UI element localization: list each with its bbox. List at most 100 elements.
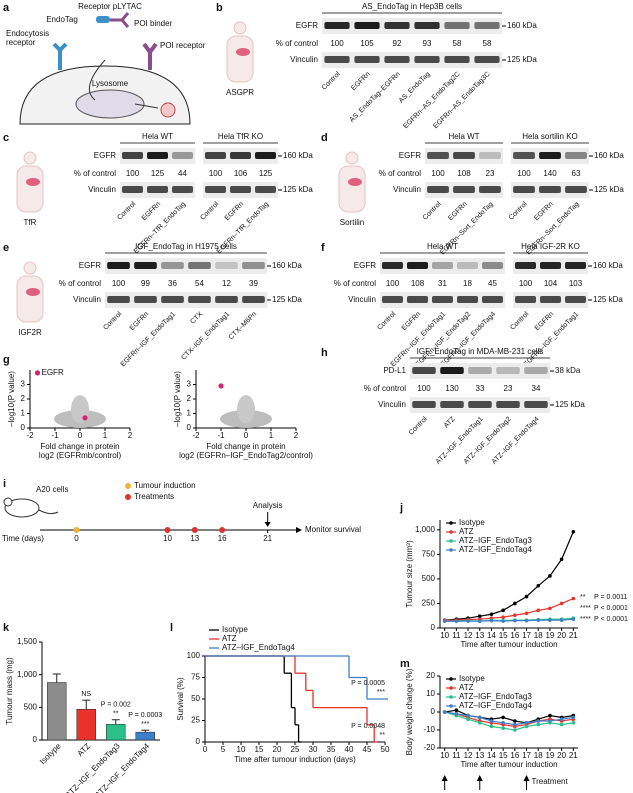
y-axis-label: Tumour size (mm³)	[405, 540, 414, 608]
loading-band	[453, 186, 475, 193]
series-point	[501, 615, 505, 619]
mouse-body	[4, 498, 40, 518]
x-tick-label: 18	[534, 631, 543, 640]
lane-label: EGFRn	[141, 201, 163, 223]
x-tick-label: 16	[510, 751, 519, 760]
panel-label: g	[3, 354, 10, 366]
y-tick-label: -20	[423, 743, 435, 752]
y-tick-label: 1,000	[17, 670, 38, 679]
legend-label: ATZ–IGF_EndoTag4	[459, 701, 532, 710]
legend-label: Tumour induction	[134, 481, 196, 490]
loading-band	[384, 56, 410, 63]
loading-band	[412, 401, 436, 408]
x-tick-label: 0	[78, 431, 83, 440]
tick-label: 0	[74, 534, 79, 543]
series-point	[513, 618, 517, 623]
organ-label: TfR	[24, 218, 37, 227]
x-tick-label: 21	[569, 631, 578, 640]
loading-band	[444, 56, 470, 63]
series-point	[548, 606, 552, 611]
loading-band	[427, 186, 449, 193]
category-label: ATZ	[76, 741, 93, 758]
legend-label: ATZ	[459, 527, 474, 536]
percent-label: 100	[209, 169, 223, 178]
band	[412, 367, 436, 374]
y-tick-label: -10	[423, 725, 435, 734]
stat-stars: ****	[580, 616, 591, 623]
percent-label: 12	[222, 279, 231, 288]
diagram-label: Endocytosis	[6, 29, 49, 38]
series-point	[501, 721, 505, 725]
axis-label: Time (days)	[2, 534, 44, 543]
series-point	[524, 618, 529, 623]
band	[107, 262, 130, 269]
percent-label: 54	[195, 279, 204, 288]
loading-band	[513, 186, 535, 193]
y-tick-label: 25	[191, 716, 200, 725]
lane-label: EGFRn–AS_EndoTag2C	[402, 71, 461, 130]
x-tick-label: 17	[522, 751, 531, 760]
legend-marker	[449, 704, 453, 708]
panel-label: m	[400, 658, 410, 670]
row-label: % of control	[379, 169, 421, 178]
x-axis-label: Time after tumour induction	[460, 640, 557, 649]
pathway-diagram	[19, 12, 191, 125]
kda-label: 125 kDa	[555, 400, 585, 409]
percent-label: 58	[453, 39, 462, 48]
x-tick-label: 14	[487, 751, 496, 760]
panel-label: k	[3, 622, 10, 634]
band	[539, 152, 561, 159]
series-point	[571, 596, 576, 601]
series-point	[501, 608, 505, 613]
row-label: EGFR	[354, 261, 376, 270]
group-title: Hela WT	[427, 242, 458, 251]
lane-label: Control	[199, 200, 220, 221]
row-label: Vinculin	[290, 55, 318, 64]
percent-label: 108	[457, 169, 471, 178]
analysis-label: Analysis	[253, 501, 283, 510]
percent-label: 100	[417, 384, 431, 393]
diagram-title: Receptor pLYTAC	[78, 2, 142, 11]
series-point	[489, 612, 494, 617]
loading-band	[479, 186, 501, 193]
y-tick-label: 2	[187, 394, 192, 403]
body-head	[23, 261, 37, 275]
arrow-head	[441, 775, 448, 781]
lane-label: CTX–M6Pn	[228, 311, 259, 342]
legend-marker	[449, 695, 453, 699]
y-tick-label: 20	[426, 671, 435, 680]
lane-label: EGFRn	[533, 201, 555, 223]
group-title: IGF_EndoTag in MDA-MB-231 cells	[417, 347, 544, 356]
y-tick-label: 50	[191, 694, 200, 703]
series-point	[536, 583, 541, 588]
series-point	[513, 601, 517, 606]
x-tick-label: -1	[217, 431, 225, 440]
lane-label: EGFRn–AS_EndoTag3C	[432, 71, 491, 130]
annotation: P = 0.002	[101, 702, 131, 709]
lane-label: Control	[509, 310, 530, 331]
body-torso	[338, 165, 366, 213]
loading-band	[188, 296, 211, 303]
row-label: Vinculin	[73, 295, 101, 304]
y-tick-label: 500	[422, 574, 436, 583]
percent-label: 130	[445, 384, 459, 393]
loading-band	[407, 296, 428, 303]
mouse-tail	[38, 509, 59, 515]
band	[188, 262, 211, 269]
panel-label: l	[170, 622, 173, 634]
group-title: IGF_EndoTag in H1975 cells	[135, 242, 237, 251]
series-point	[513, 722, 517, 727]
series-point	[524, 724, 529, 729]
percent-label: 44	[178, 169, 187, 178]
loading-band	[107, 296, 130, 303]
x-tick-label: 18	[534, 751, 543, 760]
lane-label: ATZ–IGF_EndoTag1	[435, 416, 485, 466]
x-tick-label: 12	[464, 751, 473, 760]
loading-band	[457, 296, 478, 303]
percent-label: 23	[486, 169, 495, 178]
kda-label: 160 kDa	[272, 261, 302, 270]
band	[414, 22, 440, 29]
kda-label: 125 kDa	[283, 185, 313, 194]
band	[407, 262, 428, 269]
